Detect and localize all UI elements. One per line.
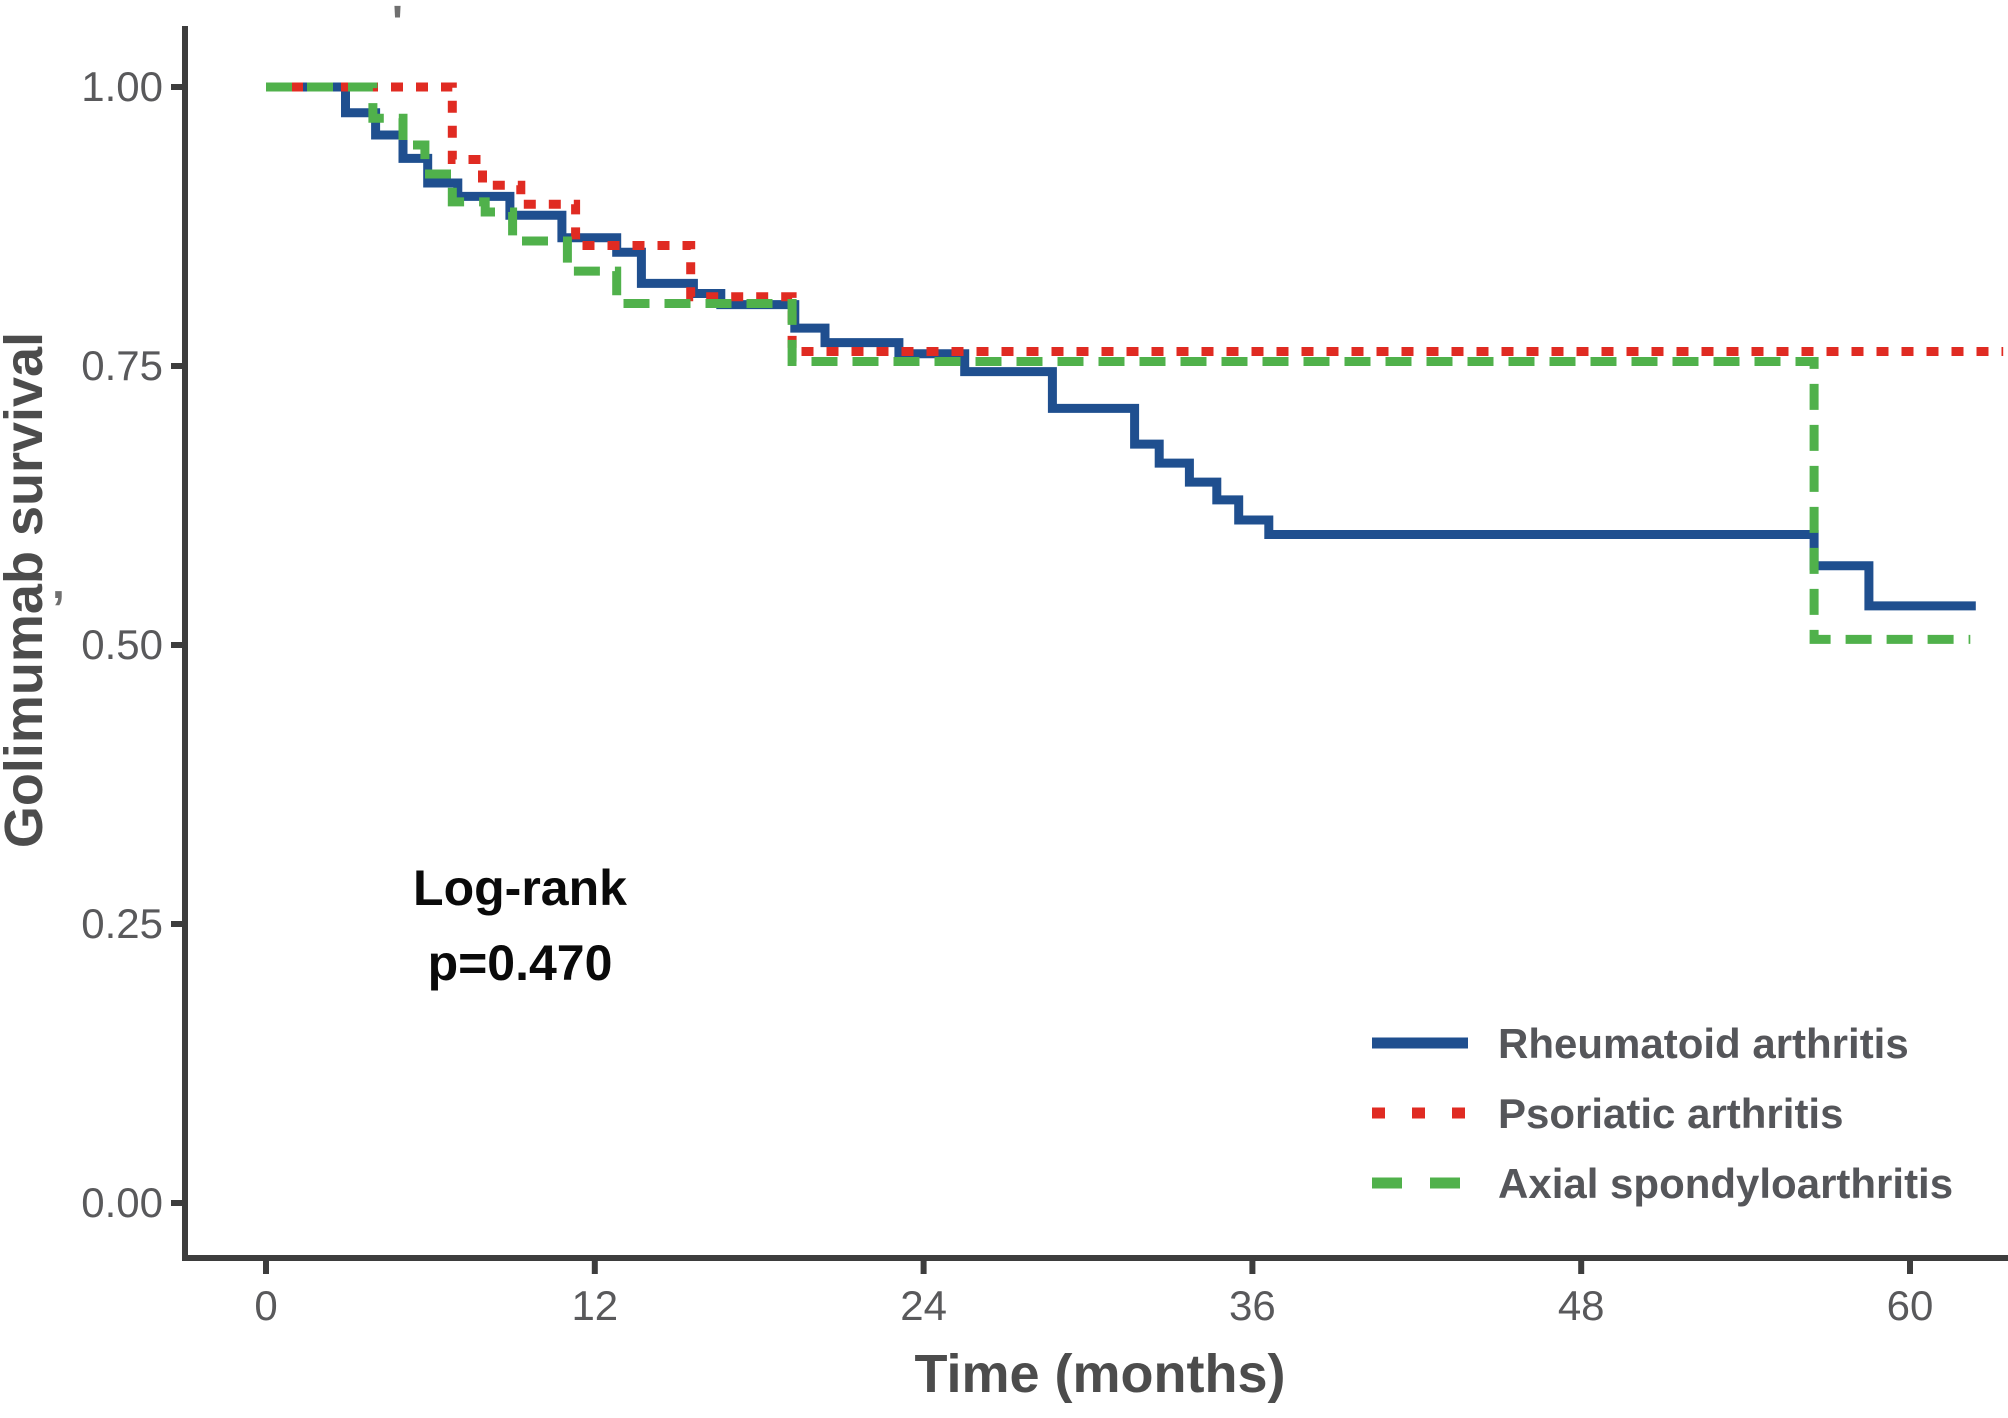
x-axis-title: Time (months)	[914, 1344, 1285, 1404]
legend-item: Psoriatic arthritis	[1372, 1090, 1843, 1137]
legend-label: Psoriatic arthritis	[1498, 1090, 1843, 1137]
legend-item: Rheumatoid arthritis	[1372, 1020, 1909, 1067]
y-axis-title: Golimumab survival	[0, 332, 54, 848]
x-tick-label: 60	[1887, 1282, 1934, 1329]
legend-label: Axial spondyloarthritis	[1498, 1160, 1953, 1207]
x-tick-label: 48	[1558, 1282, 1605, 1329]
axes-layer: 1.00 0.75 0.50 0.25 0.00 0 12 24 36 48 60	[81, 26, 2008, 1329]
y-tick-label: 0.50	[81, 621, 163, 668]
curves-layer	[266, 82, 2004, 644]
y-tick-label: 0.75	[81, 342, 163, 389]
scan-artifact-left: ,	[52, 556, 65, 608]
series-rheumatoid-arthritis	[266, 82, 1976, 611]
legend-label: Rheumatoid arthritis	[1498, 1020, 1909, 1067]
x-tick-label: 12	[571, 1282, 618, 1329]
scan-artifact-top: '	[392, 0, 403, 48]
x-tick-label: 24	[900, 1282, 947, 1329]
y-tick-label: 0.25	[81, 900, 163, 947]
series-axial-spondyloarthritis	[266, 82, 1971, 644]
logrank-p-value: p=0.470	[428, 935, 613, 991]
x-tick-label: 0	[254, 1282, 277, 1329]
logrank-label: Log-rank	[413, 860, 627, 916]
y-tick-label: 1.00	[81, 63, 163, 110]
legend-item: Axial spondyloarthritis	[1372, 1160, 1953, 1207]
legend-layer: Rheumatoid arthritis Psoriatic arthritis A…	[1372, 1020, 1953, 1207]
x-tick-label: 36	[1229, 1282, 1276, 1329]
y-tick-label: 0.00	[81, 1179, 163, 1226]
